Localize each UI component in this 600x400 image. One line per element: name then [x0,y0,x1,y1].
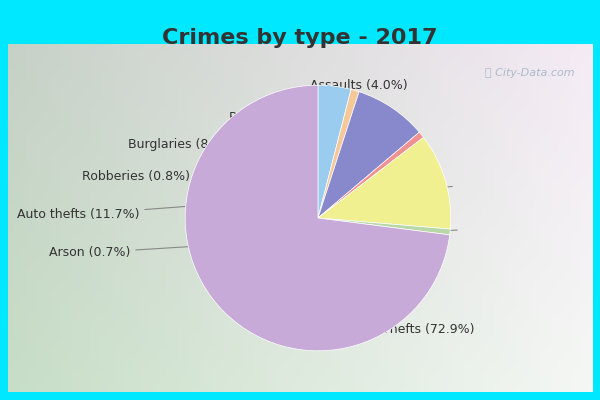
Text: Auto thefts (11.7%): Auto thefts (11.7%) [17,186,452,221]
Wedge shape [318,89,359,218]
Wedge shape [318,92,419,218]
Wedge shape [318,218,451,235]
Wedge shape [318,132,424,218]
Wedge shape [318,137,451,229]
Text: Crimes by type - 2017: Crimes by type - 2017 [162,28,438,48]
Text: ⓘ City-Data.com: ⓘ City-Data.com [485,68,575,78]
Wedge shape [318,85,351,218]
Text: Assaults (4.0%): Assaults (4.0%) [310,79,407,104]
Text: Arson (0.7%): Arson (0.7%) [49,230,457,259]
Text: Robberies (0.8%): Robberies (0.8%) [82,148,427,183]
Wedge shape [185,85,450,351]
Text: Rapes (1.0%): Rapes (1.0%) [229,110,355,124]
Text: Burglaries (8.8%): Burglaries (8.8%) [128,124,395,152]
Text: Thefts (72.9%): Thefts (72.9%) [214,293,475,336]
